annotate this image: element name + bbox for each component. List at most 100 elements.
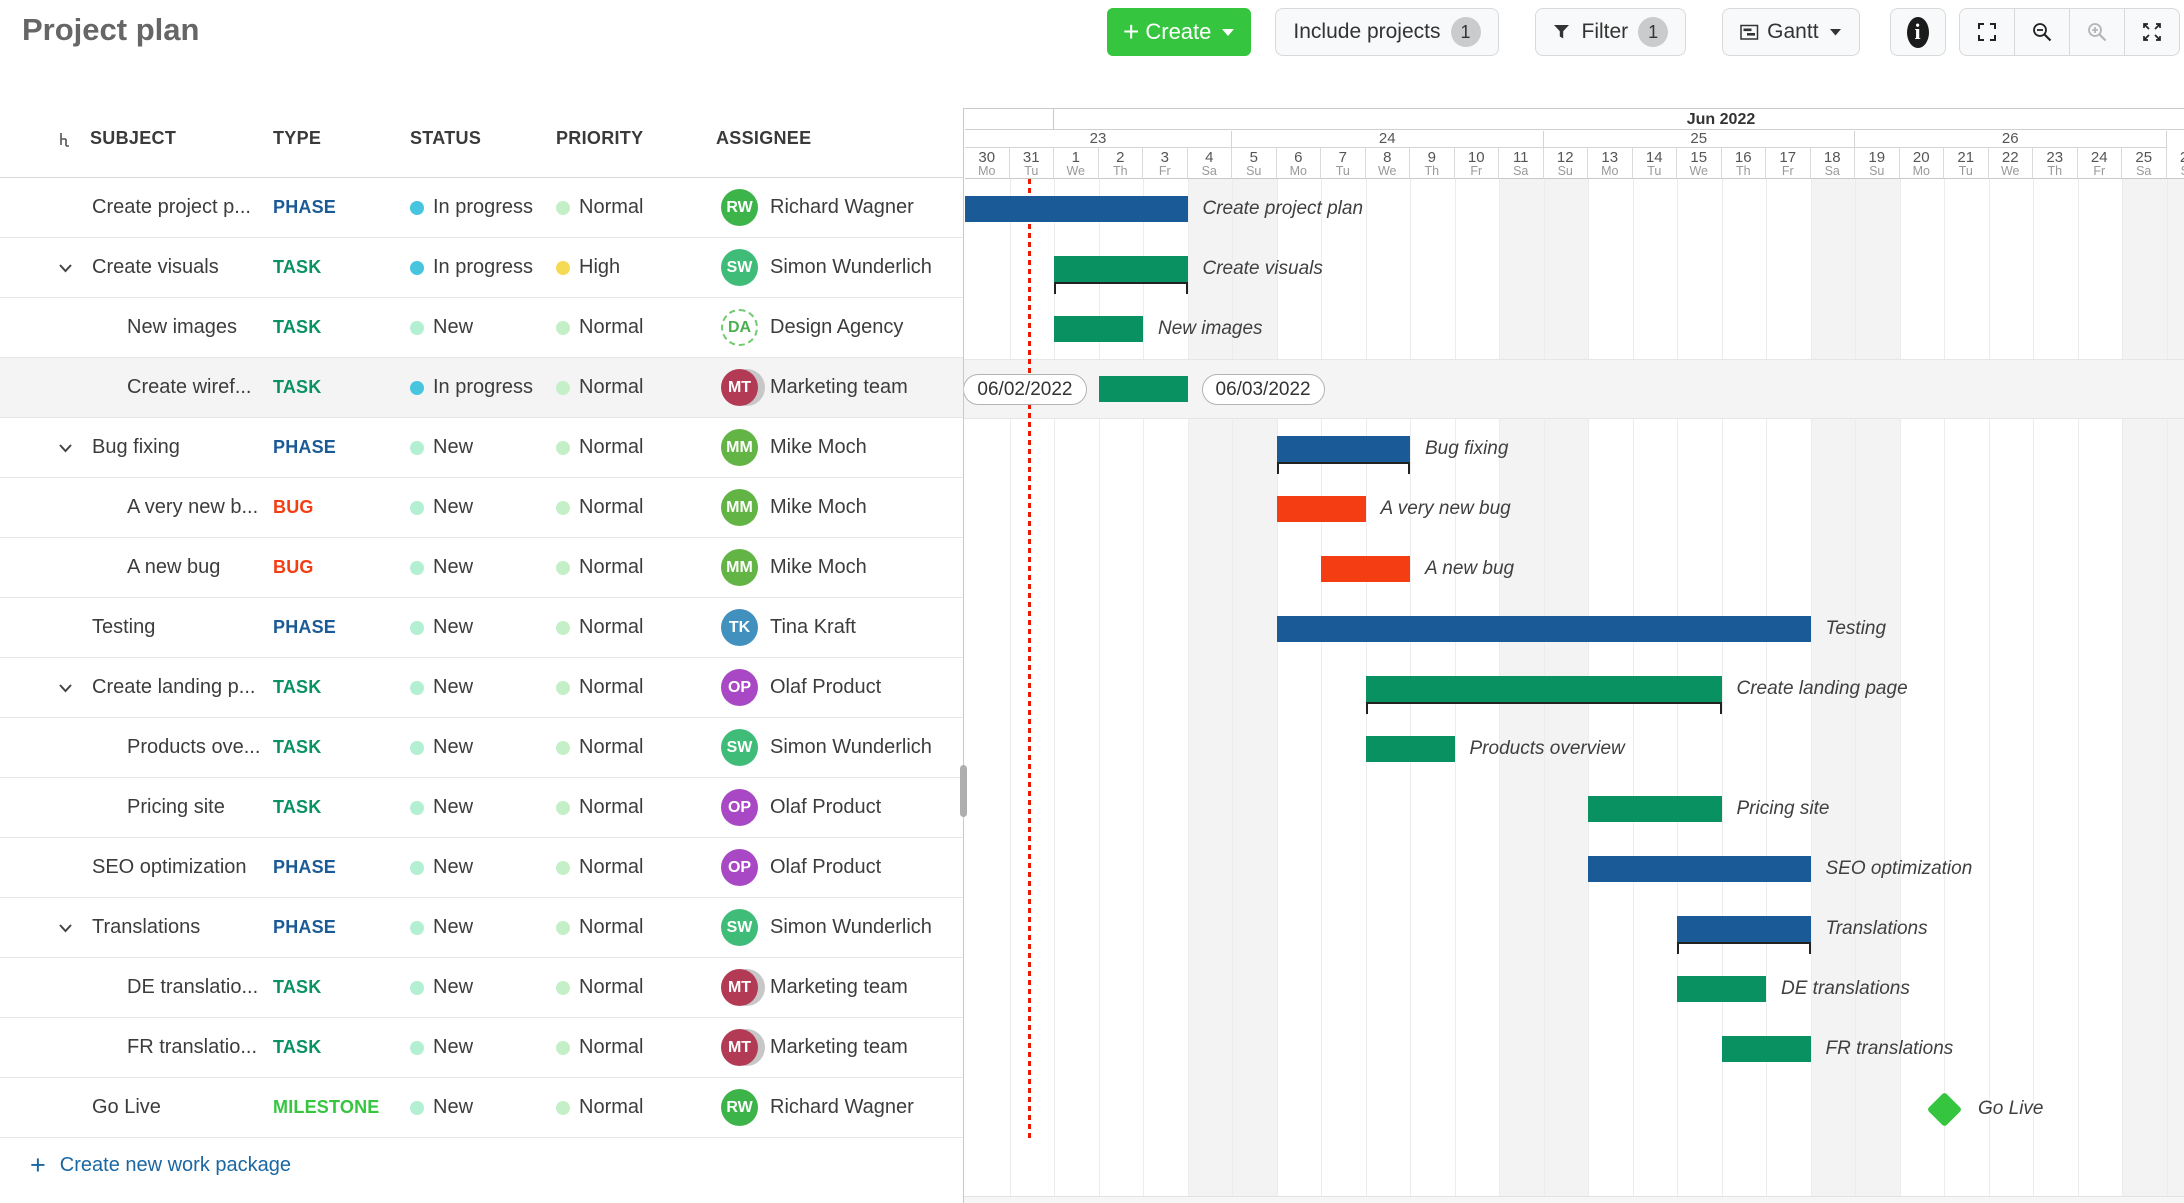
status-dot: [410, 981, 424, 995]
zoom-in-button[interactable]: [2068, 8, 2124, 56]
day-number: 15: [1690, 149, 1708, 166]
info-button[interactable]: i: [1889, 8, 1946, 56]
table-row[interactable]: Testing PHASE New Normal TK Tina Kraft: [0, 598, 963, 658]
priority-dot: [556, 981, 570, 995]
wp-subject: Bug fixing: [92, 436, 180, 458]
avatar[interactable]: DA: [721, 309, 758, 346]
column-header-type[interactable]: TYPE: [273, 128, 322, 148]
bar-label: Testing: [1825, 618, 1887, 639]
column-header-priority[interactable]: PRIORITY: [556, 128, 644, 148]
chevron-down-icon[interactable]: [50, 418, 80, 477]
status-dot: [410, 921, 424, 935]
table-row[interactable]: Create wiref... TASK In progress Normal MT Ma…: [0, 358, 963, 418]
hierarchy-icon[interactable]: [56, 130, 74, 150]
bar-label: Go Live: [1978, 1098, 2044, 1119]
avatar[interactable]: TK: [721, 609, 758, 646]
column-header-status[interactable]: STATUS: [410, 128, 482, 148]
day-header-cell: 30 Mo: [965, 148, 1010, 179]
table-row[interactable]: Go Live MILESTONE New Normal RW Richard Wagne…: [0, 1078, 963, 1138]
day-of-week: We: [1066, 164, 1086, 178]
avatar[interactable]: SW: [721, 729, 758, 766]
wp-type: TASK: [273, 377, 322, 397]
zoom-out-button[interactable]: [2013, 8, 2069, 56]
include-projects-button[interactable]: Include projects 1: [1275, 8, 1499, 56]
avatar[interactable]: OP: [721, 669, 758, 706]
gantt-bar[interactable]: [1588, 856, 1811, 882]
gantt-button[interactable]: Gantt: [1722, 8, 1860, 56]
table-row[interactable]: Create project p... PHASE In progress Norma…: [0, 178, 963, 238]
create-button[interactable]: + Create: [1107, 8, 1252, 56]
gantt-bar[interactable]: [1276, 496, 1366, 522]
chevron-down-icon[interactable]: [50, 898, 80, 957]
avatar[interactable]: OP: [721, 789, 758, 826]
table-vertical-scrollbar[interactable]: [960, 765, 967, 817]
fullscreen-button[interactable]: [1958, 8, 2014, 56]
avatar[interactable]: MT: [721, 369, 758, 406]
gantt-bar[interactable]: [1098, 376, 1188, 402]
avatar[interactable]: MT: [721, 1029, 758, 1066]
gantt-bar[interactable]: [1677, 976, 1766, 1002]
gantt-bar[interactable]: [1365, 676, 1722, 702]
hierarchy-bracket: [1054, 282, 1188, 294]
bar-label: New images: [1158, 318, 1263, 339]
gantt-horizontal-scrollbar[interactable]: [964, 1196, 2184, 1203]
table-row[interactable]: SEO optimization PHASE New Normal OP Olaf Pro…: [0, 838, 963, 898]
gantt-bar[interactable]: [1677, 916, 1811, 942]
gantt-bar[interactable]: [1321, 556, 1410, 582]
table-row[interactable]: DE translatio... TASK New Normal MT Marketing…: [0, 958, 963, 1018]
table-row[interactable]: Create visuals TASK In progress High SW Simon…: [0, 238, 963, 298]
day-number: 10: [1467, 149, 1485, 166]
chevron-down-icon[interactable]: [50, 238, 80, 297]
column-header-assignee[interactable]: ASSIGNEE: [716, 128, 812, 148]
avatar[interactable]: MM: [721, 429, 758, 466]
avatar[interactable]: RW: [721, 1089, 758, 1126]
day-of-week: Mo: [978, 164, 996, 178]
create-work-package-link[interactable]: + Create new work package: [30, 1150, 291, 1181]
hierarchy-bracket: [1365, 702, 1722, 714]
wp-status: New: [433, 436, 474, 458]
table-row[interactable]: Create landing p... TASK New Normal OP Olaf P…: [0, 658, 963, 718]
avatar[interactable]: OP: [721, 849, 758, 886]
table-row[interactable]: A new bug BUG New Normal MM Mike Moch: [0, 538, 963, 598]
zoom-autofit-button[interactable]: [2123, 8, 2180, 56]
avatar[interactable]: SW: [721, 249, 758, 286]
wp-subject: Translations: [92, 916, 201, 938]
gantt-bar[interactable]: [1054, 256, 1188, 282]
day-number: 24: [2090, 149, 2108, 166]
chevron-down-icon[interactable]: [50, 658, 80, 717]
date-pill-end: 06/03/2022: [1201, 374, 1325, 405]
avatar[interactable]: SW: [721, 909, 758, 946]
milestone-diamond[interactable]: [1926, 1091, 1962, 1127]
table-row[interactable]: FR translatio... TASK New Normal MT Marketing…: [0, 1018, 963, 1078]
create-work-package-label: Create new work package: [59, 1154, 292, 1176]
toolbar: + Create Include projects 1 Filter 1 Gan…: [1107, 8, 2180, 56]
avatar[interactable]: MM: [721, 549, 758, 586]
column-header-subject[interactable]: SUBJECT: [90, 128, 177, 148]
avatar[interactable]: MM: [721, 489, 758, 526]
avatar[interactable]: MT: [721, 969, 758, 1006]
gantt-bar[interactable]: [965, 196, 1188, 222]
table-row[interactable]: Translations PHASE New Normal SW Simon Wunder…: [0, 898, 963, 958]
table-row[interactable]: New images TASK New Normal DA Design Agency: [0, 298, 963, 358]
gantt-bar[interactable]: [1276, 616, 1811, 642]
weekend-shade: [2122, 179, 2167, 1197]
gantt-bar[interactable]: [1276, 436, 1410, 462]
day-of-week: We: [1377, 164, 1397, 178]
avatar[interactable]: RW: [721, 189, 758, 226]
bar-label: Create landing page: [1736, 678, 1908, 699]
filter-button[interactable]: Filter 1: [1534, 8, 1687, 56]
week-header-cell: 25: [1543, 131, 1855, 148]
gantt-bar[interactable]: [1721, 1036, 1811, 1062]
wp-type: BUG: [273, 497, 314, 517]
table-row[interactable]: A very new b... BUG New Normal MM Mike Moch: [0, 478, 963, 538]
gantt-bar[interactable]: [1365, 736, 1455, 762]
wp-status: In progress: [433, 256, 534, 278]
day-of-week: Tu: [1335, 164, 1350, 178]
day-header-cell: 1 We: [1054, 148, 1099, 179]
gantt-bar[interactable]: [1054, 316, 1143, 342]
table-row[interactable]: Pricing site TASK New Normal OP Olaf Product: [0, 778, 963, 838]
table-row[interactable]: Bug fixing PHASE New Normal MM Mike Moch: [0, 418, 963, 478]
table-row[interactable]: Products ove... TASK New Normal SW Simon Wund…: [0, 718, 963, 778]
wp-subject: SEO optimization: [92, 856, 247, 878]
gantt-bar[interactable]: [1588, 796, 1722, 822]
